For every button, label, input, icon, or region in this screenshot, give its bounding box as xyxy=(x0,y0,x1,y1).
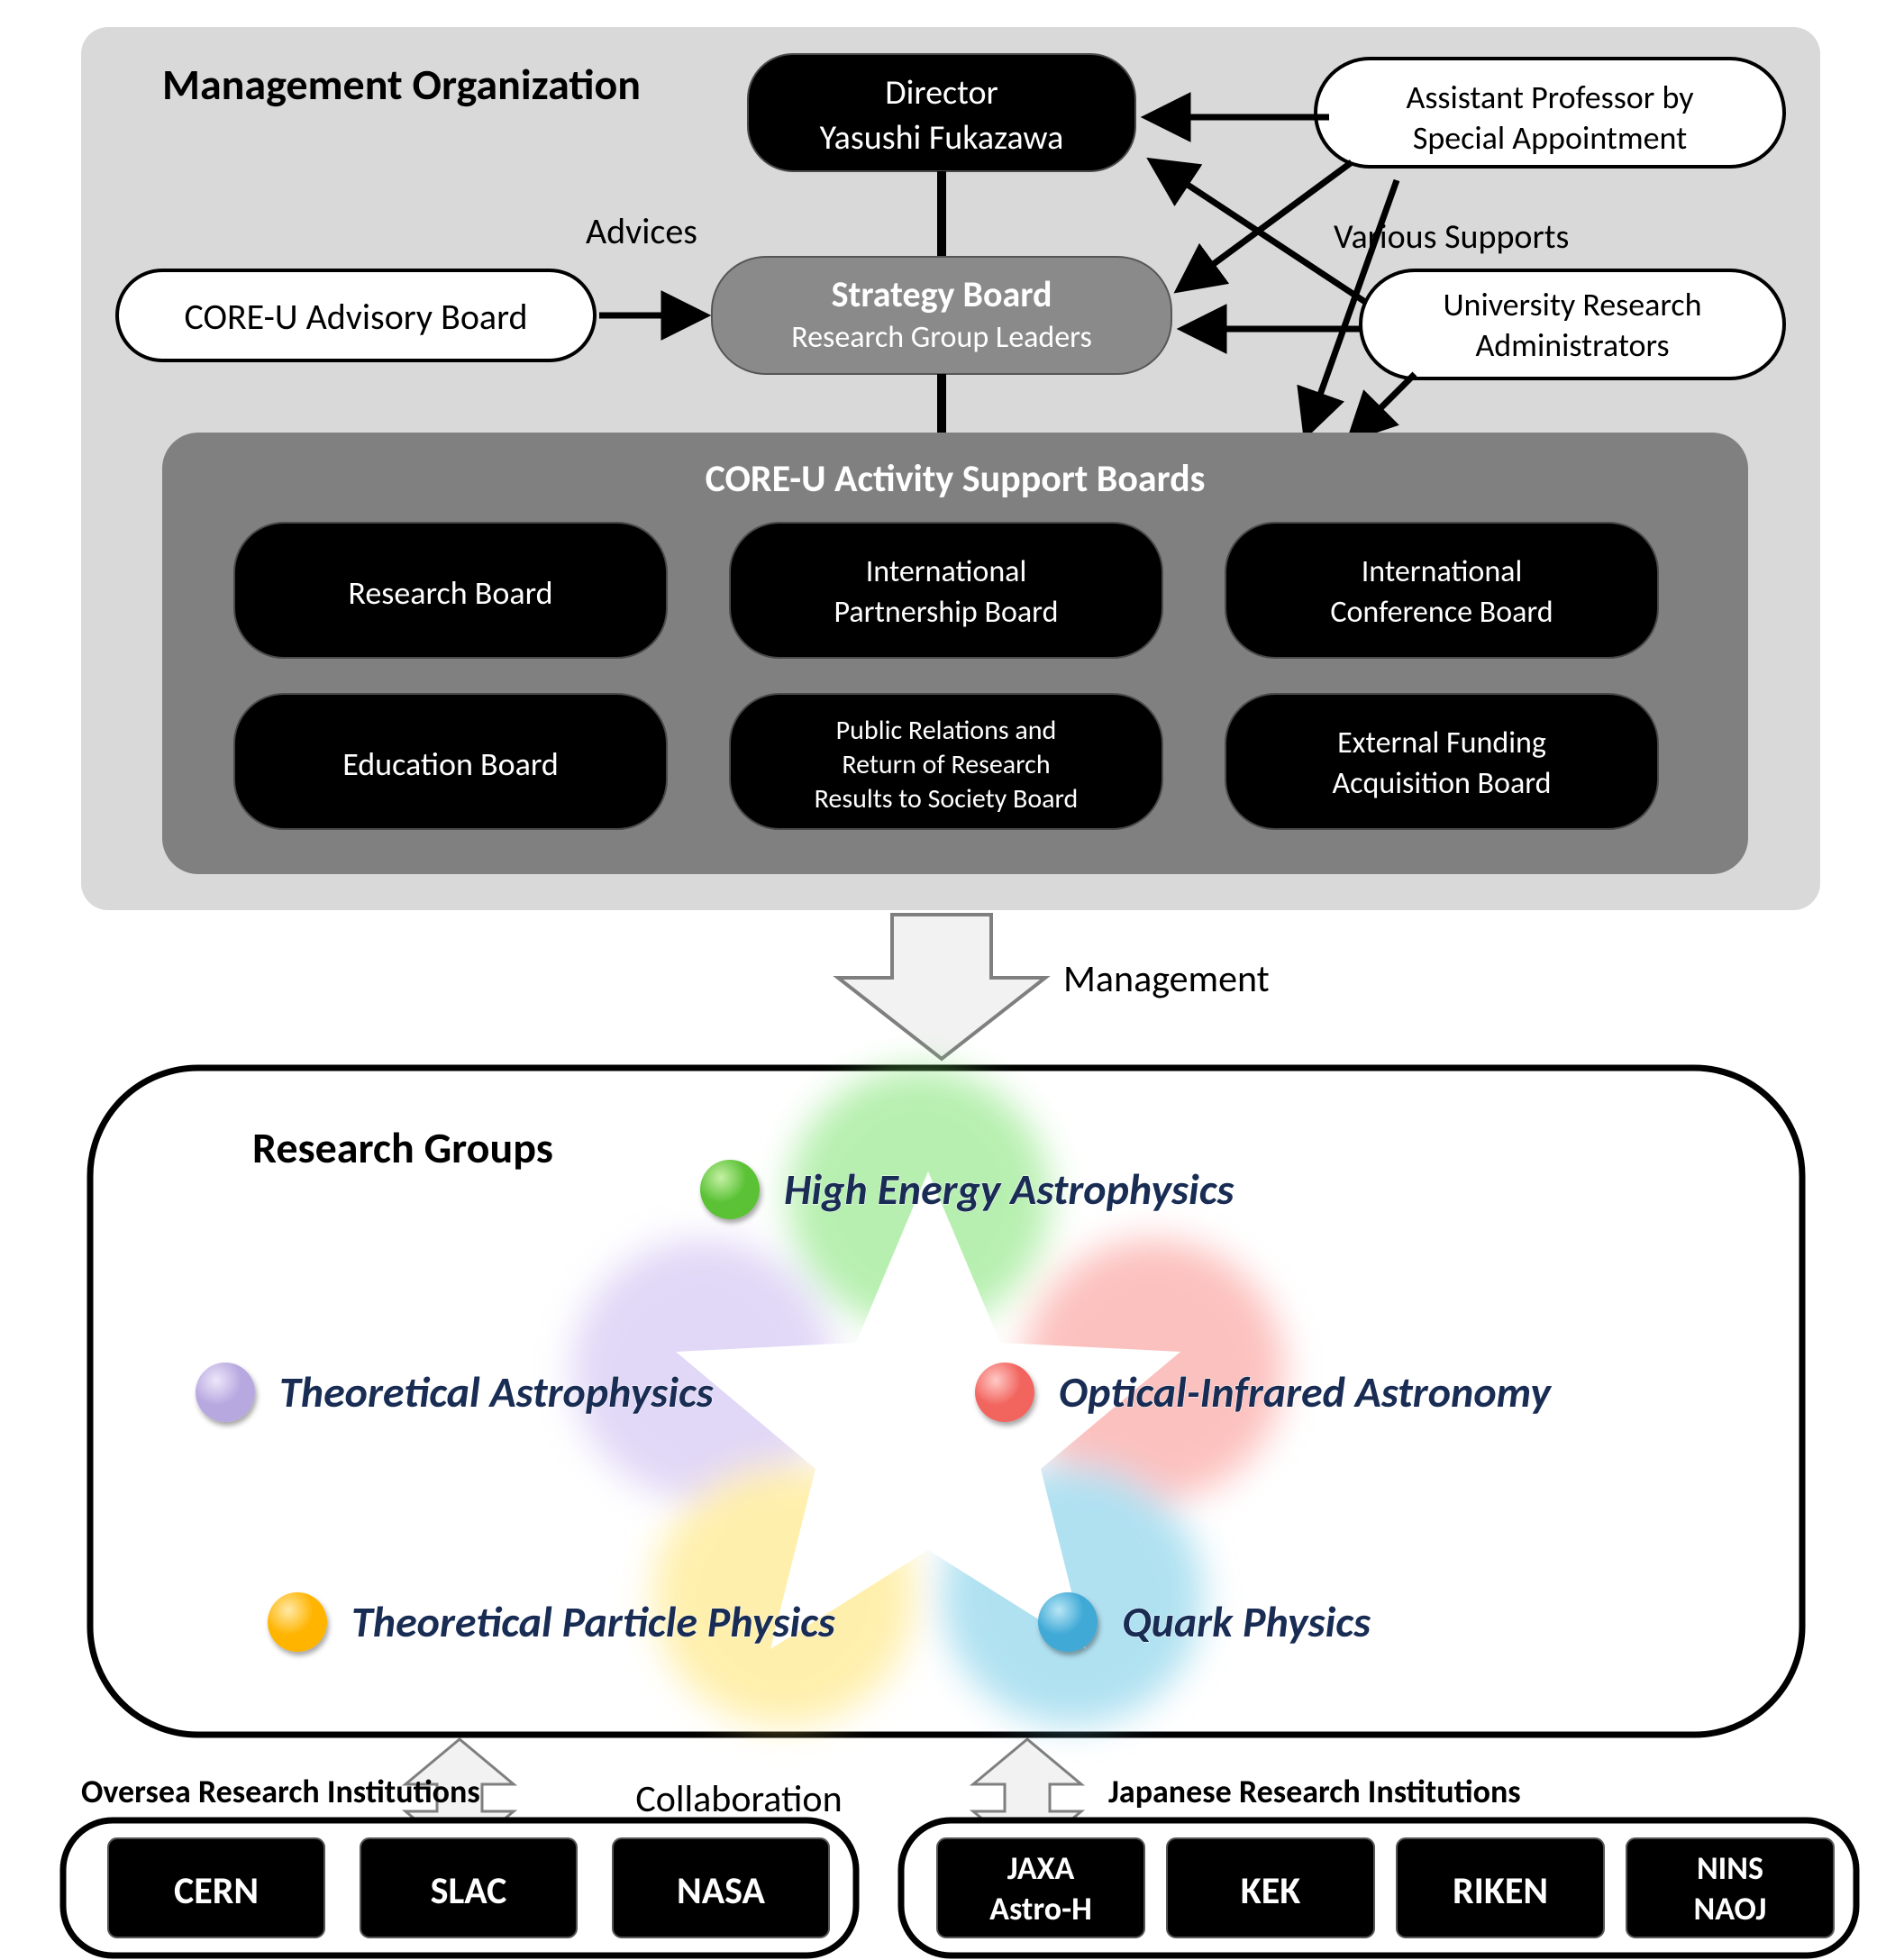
research-group-node: Quark Physics xyxy=(1038,1592,1371,1652)
svg-text:Results to Society Board: Results to Society Board xyxy=(815,782,1079,816)
collaboration-label: Collaboration xyxy=(635,1776,842,1822)
research-group-node: Theoretical Particle Physics xyxy=(268,1592,836,1652)
institution-label: KEK xyxy=(1241,1868,1300,1914)
management-arrow-label: Management xyxy=(1063,956,1270,1002)
institution-box: KEK xyxy=(1167,1838,1374,1937)
ball-icon xyxy=(196,1363,255,1422)
board-funding: External Funding Acquisition Board xyxy=(1225,694,1658,829)
ball-icon xyxy=(268,1592,327,1652)
institution-box: JAXAAstro-H xyxy=(937,1838,1144,1937)
board-pr: Public Relations and Return of Research … xyxy=(730,694,1162,829)
management-arrow xyxy=(838,915,1045,1059)
research-group-label: Theoretical Astrophysics xyxy=(279,1365,715,1418)
svg-text:Return of Research: Return of Research xyxy=(842,748,1050,781)
board-intl-partner: International Partnership Board xyxy=(730,523,1162,658)
research-group-label: High Energy Astrophysics xyxy=(784,1162,1234,1216)
board-education: Education Board xyxy=(234,694,667,829)
director-line1: Director xyxy=(885,72,998,114)
svg-text:International: International xyxy=(866,553,1027,590)
ball-icon xyxy=(1038,1592,1098,1652)
ball-icon xyxy=(700,1160,760,1219)
research-group-label: Theoretical Particle Physics xyxy=(351,1595,836,1648)
advisory-label: CORE-U Advisory Board xyxy=(185,295,528,339)
svg-text:International: International xyxy=(1362,553,1523,590)
svg-text:Acquisition Board: Acquisition Board xyxy=(1332,765,1551,802)
institution-label: CERN xyxy=(174,1868,259,1914)
svg-text:Conference Board: Conference Board xyxy=(1330,594,1553,631)
svg-text:Education Board: Education Board xyxy=(342,744,559,784)
institution-label: NASA xyxy=(677,1868,765,1914)
institution-label: NINS xyxy=(1697,1848,1763,1888)
institution-label: NAOJ xyxy=(1694,1889,1767,1928)
institution-label: JAXA xyxy=(1007,1848,1075,1888)
institution-label: Astro-H xyxy=(989,1889,1092,1928)
research-group-label: Quark Physics xyxy=(1122,1595,1371,1648)
institution-box: NINSNAOJ xyxy=(1626,1838,1834,1937)
ball-icon xyxy=(975,1363,1034,1422)
assistant-line2: Special Appointment xyxy=(1413,118,1687,158)
svg-text:Public Relations and: Public Relations and xyxy=(836,714,1057,747)
support-panel-title: CORE-U Activity Support Boards xyxy=(706,456,1206,502)
research-groups-title: Research Groups xyxy=(252,1121,553,1174)
svg-text:Research Board: Research Board xyxy=(348,573,552,613)
board-research: Research Board xyxy=(234,523,667,658)
strategy-line1: Strategy Board xyxy=(832,272,1052,316)
advices-label: Advices xyxy=(586,209,697,253)
board-intl-conf: International Conference Board xyxy=(1225,523,1658,658)
institution-box: CERN xyxy=(108,1838,324,1937)
strategy-line2: Research Group Leaders xyxy=(791,319,1092,356)
institution-box: SLAC xyxy=(360,1838,577,1937)
institution-label: RIKEN xyxy=(1453,1868,1548,1914)
assistant-line1: Assistant Professor by xyxy=(1407,77,1695,117)
research-group-label: Optical-Infrared Astronomy xyxy=(1059,1365,1552,1418)
institution-box: NASA xyxy=(613,1838,829,1937)
svg-text:External Funding: External Funding xyxy=(1337,725,1546,761)
institution-label: SLAC xyxy=(431,1868,507,1914)
svg-text:Partnership Board: Partnership Board xyxy=(834,594,1059,631)
management-title: Management Organization xyxy=(162,58,641,111)
director-line2: Yasushi Fukazawa xyxy=(820,117,1064,159)
japanese-title: Japanese Research Institutions xyxy=(1108,1772,1521,1811)
ura-line2: Administrators xyxy=(1475,325,1669,365)
research-group-node: Optical-Infrared Astronomy xyxy=(975,1363,1552,1422)
ura-line1: University Research xyxy=(1443,285,1701,324)
institution-box: RIKEN xyxy=(1397,1838,1604,1937)
oversea-title: Oversea Research Institutions xyxy=(81,1772,480,1811)
